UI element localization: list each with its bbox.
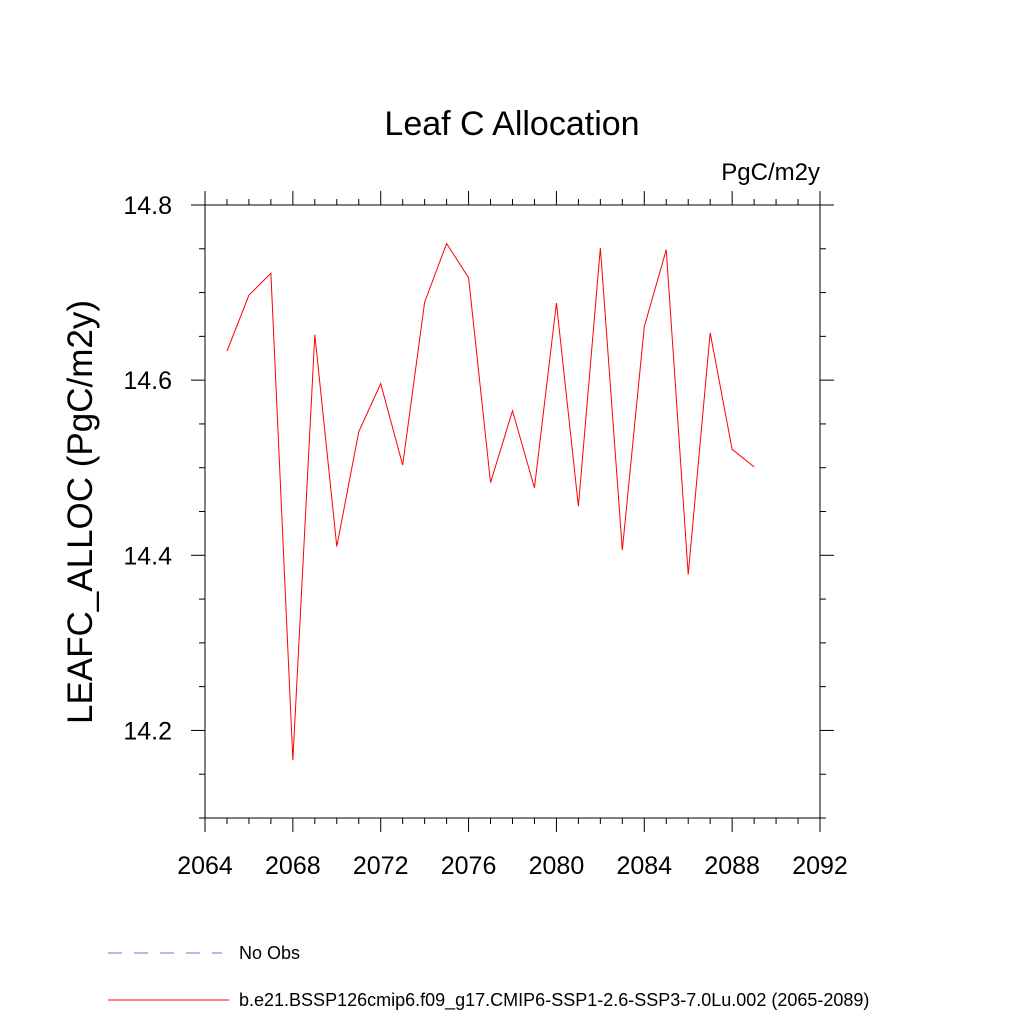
data-point (555, 302, 557, 304)
data-point (489, 481, 491, 483)
data-point (709, 332, 711, 334)
data-point (380, 382, 382, 384)
y-tick-label: 14.8 (123, 192, 172, 220)
x-tick-labels: 2064 2068 2072 2076 2080 2084 2088 2092 (177, 852, 848, 880)
data-point (753, 466, 755, 468)
legend: No Obs b.e21.BSSP126cmip6.f09_g17.CMIP6-… (108, 943, 869, 1011)
x-tick-label: 2088 (704, 852, 760, 880)
y-tick-label: 14.2 (123, 717, 172, 745)
data-point (336, 545, 338, 547)
chart-title: Leaf C Allocation (384, 105, 639, 143)
plot-frame (204, 204, 821, 819)
x-tick-label: 2076 (441, 852, 497, 880)
major-ticks (191, 191, 834, 832)
data-point (314, 333, 316, 335)
data-point (423, 301, 425, 303)
data-point (445, 242, 447, 244)
data-point (511, 410, 513, 412)
data-point (731, 448, 733, 450)
data-point (577, 505, 579, 507)
data-point (643, 326, 645, 328)
data-point (226, 350, 228, 352)
data-point (665, 248, 667, 250)
x-tick-label: 2092 (792, 852, 848, 880)
y-tick-label: 14.4 (123, 542, 172, 570)
data-point (358, 431, 360, 433)
data-point (599, 247, 601, 249)
series-line (226, 242, 755, 761)
data-point (687, 573, 689, 575)
units-label: PgC/m2y (721, 159, 820, 186)
data-point (467, 276, 469, 278)
x-tick-label: 2084 (616, 852, 672, 880)
x-tick-label: 2072 (353, 852, 409, 880)
data-point (533, 487, 535, 489)
minor-ticks (199, 199, 826, 824)
x-tick-label: 2064 (177, 852, 233, 880)
y-axis-title: LEAFC_ALLOC (PgC/m2y) (61, 300, 100, 724)
data-point (292, 759, 294, 761)
x-tick-label: 2080 (529, 852, 585, 880)
data-point (248, 294, 250, 296)
legend-label-no-obs: No Obs (239, 943, 300, 963)
data-point (621, 549, 623, 551)
y-tick-label: 14.6 (123, 367, 172, 395)
x-tick-label: 2068 (265, 852, 321, 880)
data-point (401, 464, 403, 466)
series-layer (226, 242, 755, 761)
data-point (270, 272, 272, 274)
legend-label-series: b.e21.BSSP126cmip6.f09_g17.CMIP6-SSP1-2.… (239, 990, 869, 1011)
y-tick-labels: 14.2 14.4 14.6 14.8 (123, 192, 172, 745)
